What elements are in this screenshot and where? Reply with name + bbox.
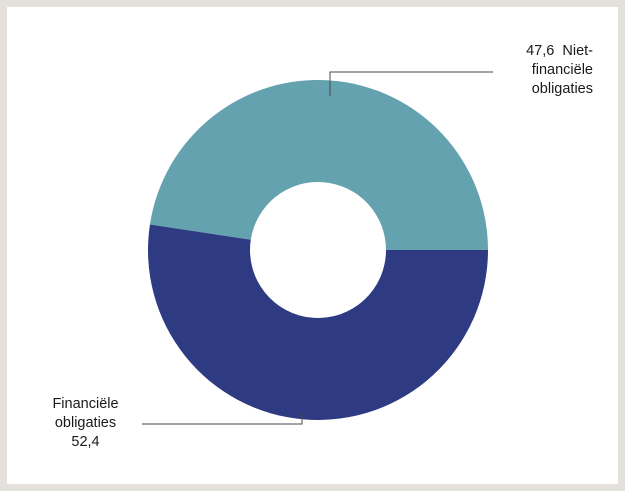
label-nonfin-value: 47,6 [526,43,555,59]
label-financiele-obligaties: Financiële obligaties 52,4 [28,395,143,452]
label-nonfin-text-3: obligaties [531,81,593,97]
label-niet-financiele-obligaties: 47,6 Niet- financiële obligaties [473,42,593,99]
label-fin-text-2: obligaties [54,415,117,431]
donut-slice-fin [147,224,489,420]
label-nonfin-text-2: financiële [531,62,593,78]
leader-line-fin [142,413,303,425]
leader-line-nonfin [329,71,493,96]
label-nonfin-text-1: Niet- [562,43,593,59]
donut-slice-nonfin [149,80,488,251]
label-fin-value: 52,4 [71,434,100,450]
label-fin-text-1: Financiële [52,396,119,412]
